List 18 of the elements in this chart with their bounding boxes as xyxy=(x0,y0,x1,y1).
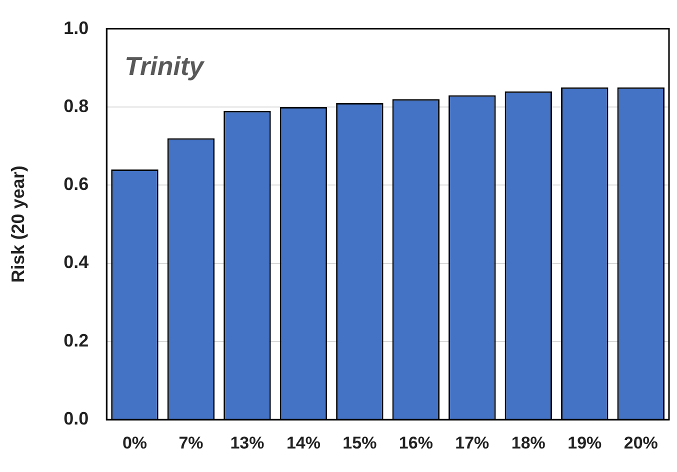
x-tick-label: 20% xyxy=(624,433,658,452)
y-tick-label: 0.2 xyxy=(64,330,89,350)
x-tick-label: 19% xyxy=(568,433,602,452)
y-tick-label: 0.0 xyxy=(64,408,89,429)
y-tick-label: 1.0 xyxy=(64,18,89,38)
annotation: Trinity xyxy=(124,50,206,81)
x-tick-label: 7% xyxy=(178,433,204,452)
y-tick-label: 0.8 xyxy=(64,96,89,116)
x-tick-label: 17% xyxy=(455,433,490,452)
x-tick-label: 16% xyxy=(398,433,433,452)
y-axis-title: Risk (20 year) xyxy=(8,166,28,283)
x-tick-label: 14% xyxy=(286,433,320,452)
y-tick-label: 0.4 xyxy=(64,252,89,272)
x-tick-label: 15% xyxy=(342,433,377,452)
x-tick-label: 18% xyxy=(511,433,546,452)
y-tick-label: 0.6 xyxy=(64,174,89,194)
x-tick-label: 0% xyxy=(122,433,148,452)
x-tick-label: 13% xyxy=(230,433,264,452)
